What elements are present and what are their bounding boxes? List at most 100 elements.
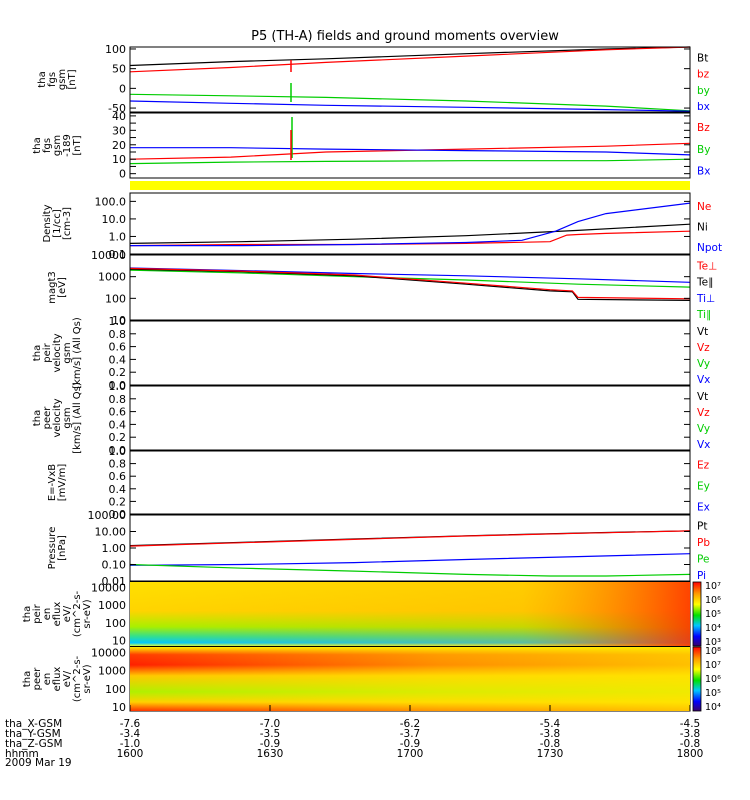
series-line-Pb xyxy=(129,530,691,547)
panel-frame xyxy=(129,514,691,582)
y-tick-label: 100 xyxy=(105,617,126,630)
legend-entry: Bx xyxy=(697,166,710,178)
y-axis-label-line: en xyxy=(42,608,53,621)
y-tick-label: 10.0 xyxy=(102,213,127,226)
legend-entry: Bt xyxy=(697,52,708,64)
y-axis-label-line: E=-VxB xyxy=(47,464,58,501)
y-axis-label-line: eflux xyxy=(52,602,63,627)
legend-entry: Vt xyxy=(697,326,708,338)
legend-entry: Vx xyxy=(697,374,710,386)
y-tick-label: 1.0 xyxy=(109,315,127,328)
colorbar-tick-label: 10⁵ xyxy=(705,688,721,699)
y-tick-label: 0.8 xyxy=(109,328,127,341)
colorbar-tick-label: 10⁶ xyxy=(705,674,721,685)
y-axis-label-line: tha xyxy=(22,606,33,622)
y-tick-label: 10.00 xyxy=(95,526,127,539)
y-tick-label: 0.0 xyxy=(109,379,127,392)
y-axis-label-line: [1/cc] xyxy=(52,209,63,238)
x-tick-label: -6.2 xyxy=(400,718,421,730)
y-tick-label: 100.0 xyxy=(95,195,127,208)
y-tick-label: 0.6 xyxy=(109,341,127,354)
x-tick-label: -0.8 xyxy=(680,738,701,750)
x-tick-label: 1630 xyxy=(257,748,284,760)
y-axis-label: thapeerenefluxeV/(cm^2-s-sr-eV) xyxy=(22,655,93,702)
y-axis-label-line: [nT] xyxy=(72,135,83,155)
x-tick-label: 1730 xyxy=(537,748,564,760)
panel-frame xyxy=(129,450,691,515)
y-axis-label: thafgsgsm-189[nT] xyxy=(32,134,83,157)
y-tick-label: 1.00 xyxy=(102,542,127,555)
legend-entry: Vz xyxy=(697,342,710,354)
y-tick-label: 0.8 xyxy=(109,393,127,406)
x-tick-label: -7.0 xyxy=(260,718,281,730)
y-axis-label: Pressure[nPa] xyxy=(47,527,68,570)
y-tick-label: 10000 xyxy=(91,581,126,594)
colorbar-ion xyxy=(692,581,702,647)
x-row-label: tha_Y-GSM xyxy=(5,728,61,740)
y-axis-label-line: eV/ xyxy=(62,670,73,687)
legend-entry: Te∥ xyxy=(696,277,713,289)
y-tick-label: 10 xyxy=(112,314,126,327)
legend-entry: Vt xyxy=(697,391,708,403)
colorbar-tick-label: 10⁵ xyxy=(705,609,721,620)
y-tick-label: 100 xyxy=(105,683,126,696)
y-axis-label-line: tha xyxy=(22,671,33,687)
legend-entry: Pb xyxy=(697,537,710,549)
x-tick-label: -1.0 xyxy=(120,738,141,750)
y-axis-label-line: eflux xyxy=(52,667,63,692)
x-tick-label: -5.4 xyxy=(540,718,561,730)
legend-entry: Ti∥ xyxy=(696,309,711,321)
legend-entry: Ez xyxy=(697,460,710,472)
y-axis-label-line: gsm xyxy=(62,342,73,363)
y-tick-label: 1000 xyxy=(98,271,126,284)
legend-entry: Ti⊥ xyxy=(696,293,715,305)
y-axis-label: thafgsgsm[nT] xyxy=(37,69,78,90)
legend-entry: Vy xyxy=(697,358,710,370)
y-tick-label: 20 xyxy=(112,139,126,152)
y-tick-label: 0.0 xyxy=(109,508,127,521)
x-tick-label: -0.9 xyxy=(400,738,421,750)
y-axis-label-line: gsm xyxy=(57,69,68,90)
colorbar-tick-label: 10⁷ xyxy=(705,660,721,671)
y-tick-label: 0.6 xyxy=(109,406,127,419)
y-tick-label: 30 xyxy=(112,124,126,137)
series-line-Te∥ xyxy=(129,268,691,301)
y-axis-label-line: peer xyxy=(42,406,53,430)
y-tick-label: 0 xyxy=(119,168,126,181)
y-tick-label: 0.8 xyxy=(109,458,127,471)
y-tick-label: -50 xyxy=(108,102,126,115)
legend-entry: Pt xyxy=(697,521,707,533)
x-row-label: tha_Z-GSM xyxy=(5,738,63,750)
x-tick-label: -7.6 xyxy=(120,718,141,730)
y-axis-label-line: tha xyxy=(37,71,48,87)
electron-spectrogram xyxy=(130,647,690,711)
x-tick-label: 1700 xyxy=(397,748,424,760)
y-tick-label: 1.0 xyxy=(109,445,127,458)
y-tick-label: 0.4 xyxy=(109,353,127,366)
x-tick-label: -3.8 xyxy=(680,728,701,740)
y-axis-label: magt3[eV] xyxy=(47,271,68,304)
legend-entry: Vy xyxy=(697,423,710,435)
panel-frame xyxy=(129,192,691,255)
panel-frame xyxy=(129,385,691,451)
y-tick-label: 0.4 xyxy=(109,483,127,496)
series-line-by xyxy=(129,93,691,112)
legend-entry: Ey xyxy=(697,481,710,493)
x-tick-label: -3.5 xyxy=(260,728,281,740)
y-axis-label-line: fgs xyxy=(42,138,53,153)
y-tick-label: 10000 xyxy=(91,249,126,262)
y-axis-label-line: tha xyxy=(32,345,43,361)
series-line-Ti∥ xyxy=(129,269,691,288)
legend-entry: Vx xyxy=(697,439,710,451)
y-tick-label: 10000 xyxy=(91,646,126,659)
series-line-Bt xyxy=(129,46,691,67)
x-tick-label: -3.8 xyxy=(540,728,561,740)
y-axis-label-line: peer xyxy=(32,667,43,691)
y-tick-label: 1.0 xyxy=(109,230,127,243)
y-tick-label: 0.0 xyxy=(109,444,127,457)
y-tick-label: 0.6 xyxy=(109,470,127,483)
y-axis-label-line: magt3 xyxy=(47,271,58,304)
y-tick-label: 10 xyxy=(112,701,126,714)
y-tick-label: 1000 xyxy=(98,665,126,678)
y-axis-label: Density[1/cc][cm-3] xyxy=(42,204,73,242)
